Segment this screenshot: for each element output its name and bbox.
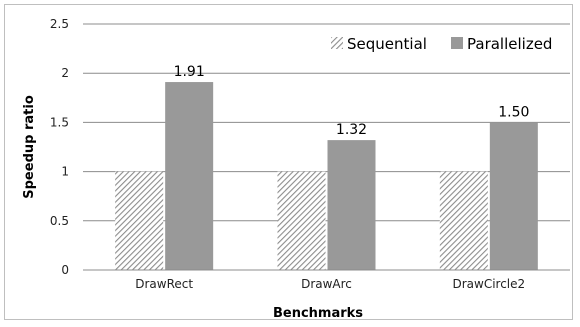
data-label: 1.91 (174, 64, 205, 80)
bar-parallelized-drawrect (165, 82, 214, 270)
chart-frame (4, 4, 573, 320)
legend: Sequential Parallelized (331, 35, 552, 53)
y-tick-label: 2.5 (50, 17, 69, 31)
bars (115, 82, 538, 271)
x-tick-label: DrawArc (301, 277, 352, 291)
y-tick-labels: 0 0.5 1 1.5 2 2.5 (50, 17, 69, 277)
x-tick-labels: DrawRect DrawArc DrawCircle2 (135, 277, 525, 291)
bar-sequential-drawarc (277, 171, 326, 270)
bar-parallelized-drawcircle2 (489, 122, 538, 271)
y-tick-label: 1 (61, 165, 69, 179)
bar-parallelized-drawarc (327, 140, 376, 270)
bar-sequential-drawcircle2 (439, 171, 488, 270)
x-tick-label: DrawRect (135, 277, 193, 291)
y-tick-label: 2 (61, 66, 69, 80)
legend-swatch-parallelized (451, 37, 463, 49)
y-axis-title: Speedup ratio (22, 95, 37, 199)
y-tick-label: 0.5 (50, 214, 69, 228)
grid-lines (83, 23, 570, 222)
data-label: 1.32 (336, 122, 367, 138)
y-tick-label: 1.5 (50, 115, 69, 129)
y-tick-label: 0 (61, 263, 69, 277)
bar-sequential-drawrect (115, 171, 164, 270)
legend-swatch-sequential (331, 37, 343, 49)
data-labels: 1.91 1.32 1.50 (174, 64, 530, 138)
legend-label-sequential: Sequential (347, 35, 427, 53)
x-tick-label: DrawCircle2 (452, 277, 525, 291)
legend-label-parallelized: Parallelized (467, 35, 552, 53)
data-label: 1.50 (498, 104, 529, 120)
x-axis-title: Benchmarks (273, 306, 363, 321)
